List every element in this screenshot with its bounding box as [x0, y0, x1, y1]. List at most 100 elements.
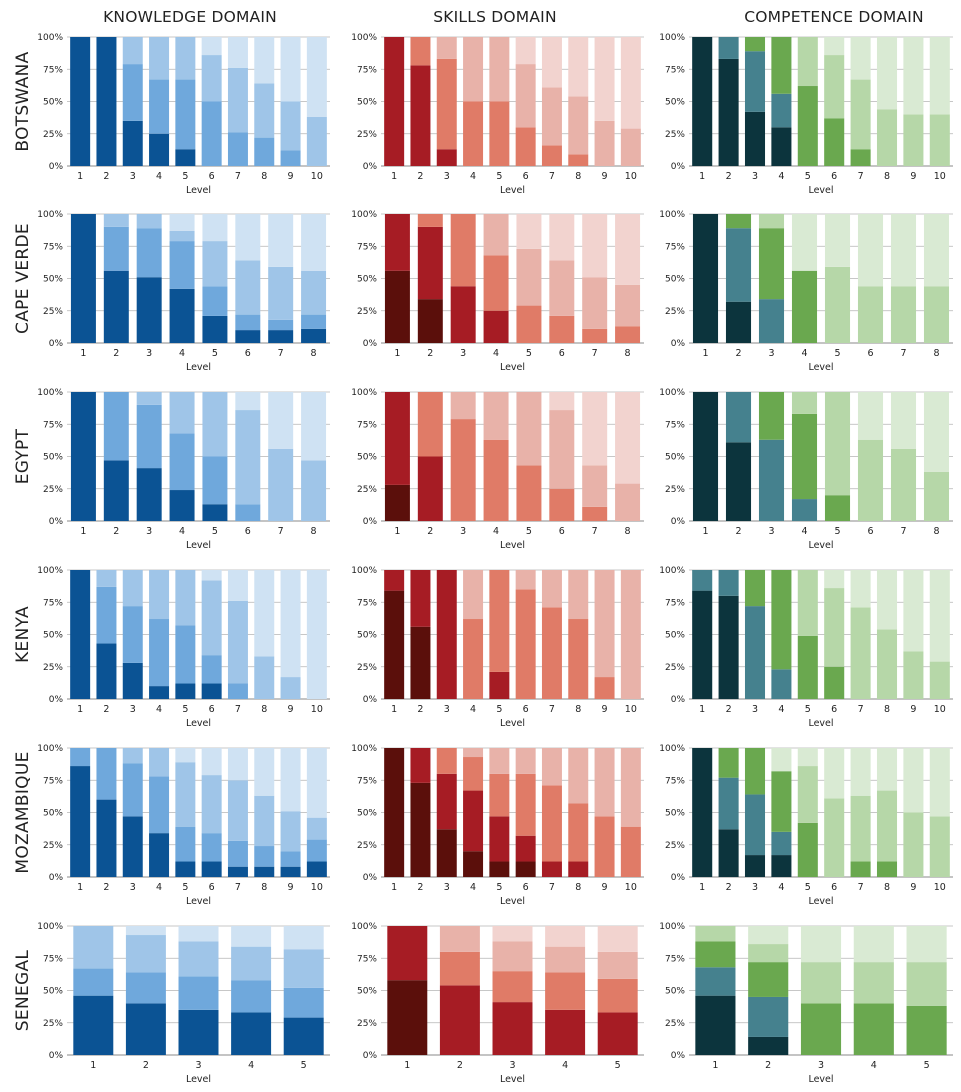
bar-segment: [122, 120, 143, 166]
y-tick-label: 100%: [351, 210, 377, 220]
bar-segment: [620, 128, 641, 166]
x-tick-label: 1: [77, 171, 83, 182]
y-tick-label: 100%: [351, 566, 377, 576]
bar-segment: [492, 926, 533, 942]
x-tick-label: 8: [311, 348, 317, 359]
bar-segment: [201, 775, 222, 834]
y-tick-label: 75%: [43, 420, 63, 430]
bar-segment: [254, 137, 275, 166]
bar-segment: [850, 861, 871, 877]
y-tick-label: 50%: [357, 631, 377, 641]
bar-segment: [436, 570, 457, 699]
bar-segment: [582, 214, 608, 278]
row-header-senegal: SENEGAL: [13, 950, 33, 1032]
bar-segment: [857, 214, 884, 287]
bar-segment: [436, 58, 457, 150]
bar-segment: [227, 37, 248, 68]
bar-segment: [169, 288, 195, 343]
bar-segment: [306, 37, 327, 117]
y-tick-label: 0%: [363, 1051, 378, 1061]
bar-segment: [758, 299, 785, 343]
bar-segment: [597, 951, 638, 979]
x-tick-label: 8: [575, 882, 581, 893]
bar-segment: [923, 471, 950, 521]
x-tick-label: 4: [248, 1060, 254, 1071]
x-tick-label: 9: [602, 171, 608, 182]
bar-segment: [450, 214, 476, 287]
x-tick-label: 9: [602, 882, 608, 893]
bar-segment: [227, 67, 248, 133]
y-tick-label: 75%: [665, 242, 685, 252]
bar-segment: [201, 748, 222, 776]
bar-segment: [748, 944, 789, 963]
bar-segment: [758, 439, 785, 521]
bar-segment: [549, 260, 575, 316]
bar-segment: [791, 270, 818, 343]
bar-segment: [450, 419, 476, 521]
bar-segment: [594, 816, 615, 877]
x-tick-label: 4: [778, 171, 784, 182]
bar-segment: [903, 37, 924, 115]
bar-segment: [876, 570, 898, 630]
bar-segment: [824, 666, 845, 699]
x-tick-label: 1: [712, 1060, 718, 1071]
y-tick-label: 100%: [659, 210, 685, 220]
bar-segment: [923, 286, 950, 343]
x-tick-label: 10: [311, 171, 323, 182]
bar-segment: [417, 226, 443, 300]
bar-segment: [463, 851, 484, 877]
bar-segment: [227, 132, 248, 166]
bar-segment: [227, 683, 248, 699]
y-tick-label: 0%: [671, 162, 686, 172]
bar-segment: [96, 37, 117, 166]
bar-segment: [489, 101, 510, 166]
bar-segment: [125, 935, 166, 973]
bar-segment: [417, 392, 443, 457]
bar-segment: [463, 37, 484, 102]
bar-segment: [201, 580, 222, 656]
x-tick-label: 5: [805, 882, 811, 893]
bar-segment: [758, 214, 785, 229]
bar-segment: [410, 626, 431, 699]
x-tick-label: 1: [391, 882, 397, 893]
bar-segment: [620, 570, 641, 699]
bar-segment: [410, 65, 431, 166]
x-tick-label: 5: [496, 704, 502, 715]
bar-segment: [175, 762, 196, 827]
bar-segment: [268, 330, 294, 343]
bar-segment: [923, 214, 950, 287]
bar-segment: [122, 64, 143, 121]
bar-segment: [231, 926, 272, 947]
bar-segment: [122, 662, 143, 699]
bar-segment: [201, 570, 222, 581]
row-header-egypt: EGYPT: [13, 428, 33, 484]
bar-segment: [202, 241, 228, 287]
y-tick-label: 50%: [665, 987, 685, 997]
x-tick-label: 9: [910, 704, 916, 715]
x-tick-label: 3: [752, 704, 758, 715]
bar-segment: [568, 37, 589, 97]
bar-segment: [178, 926, 219, 942]
x-tick-label: 2: [113, 526, 119, 537]
bar-segment: [903, 651, 924, 699]
bar-segment: [594, 677, 615, 699]
bar-segment: [387, 926, 428, 981]
bar-segment: [235, 504, 261, 521]
bar-segment: [771, 127, 792, 166]
bar-segment: [417, 456, 443, 521]
x-tick-label: 10: [311, 704, 323, 715]
bar-segment: [718, 829, 739, 877]
bar-segment: [125, 926, 166, 936]
x-tick-label: 6: [867, 526, 873, 537]
x-axis-label: Level: [500, 1074, 525, 1085]
bar-segment: [122, 606, 143, 663]
x-tick-label: 5: [301, 1060, 307, 1071]
x-axis-label: Level: [500, 540, 525, 551]
bar-segment: [923, 392, 950, 472]
bar-segment: [175, 79, 196, 150]
y-tick-label: 100%: [37, 566, 63, 576]
bar-segment: [771, 831, 792, 856]
bar-segment: [283, 926, 324, 950]
x-tick-label: 7: [278, 526, 284, 537]
